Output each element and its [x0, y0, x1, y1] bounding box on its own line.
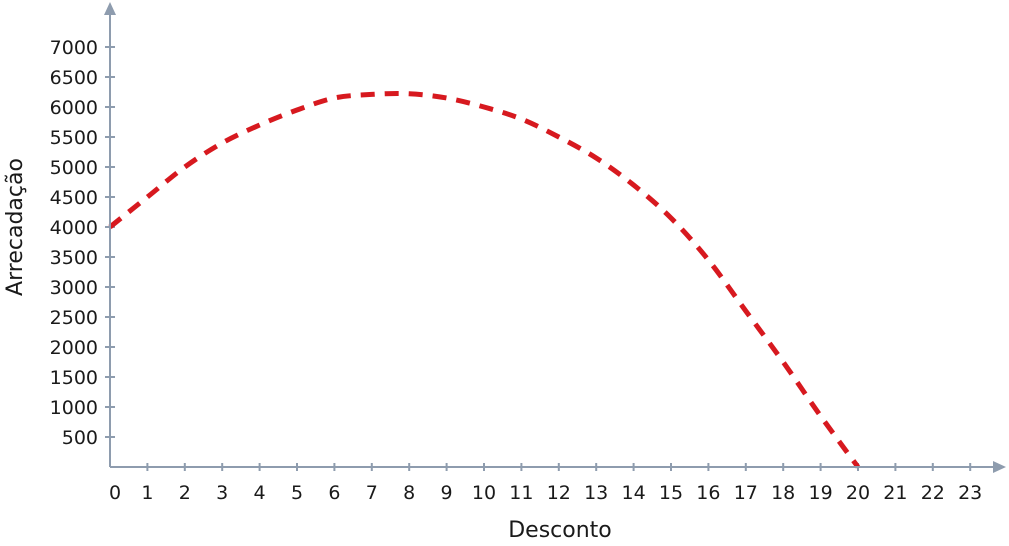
x-tick-label: 9	[441, 482, 453, 504]
y-tick-label: 5500	[50, 127, 98, 149]
x-tick-label: 7	[366, 482, 378, 504]
x-tick-label: 20	[846, 482, 870, 504]
x-tick-label: 22	[921, 482, 945, 504]
x-tick-label: 4	[254, 482, 266, 504]
series-group	[108, 91, 861, 469]
y-tick-label: 3500	[50, 247, 98, 269]
x-axis-arrowhead	[993, 461, 1006, 473]
x-tick-label: 12	[547, 482, 571, 504]
y-tick-labels: 500 1000 1500 2000 2500 3000 3500 4000 4500 5000 5…	[50, 37, 98, 449]
series-line	[108, 91, 861, 469]
y-tick-label: 3000	[50, 277, 98, 299]
x-tick-label: 16	[696, 482, 720, 504]
x-tick-label: 0	[109, 482, 121, 504]
y-axis-title: Arrecadação	[3, 158, 28, 296]
x-tick-label: 6	[328, 482, 340, 504]
y-tick-label: 1000	[50, 397, 98, 419]
y-tick-label: 1500	[50, 367, 98, 389]
x-tick-labels: 0 1 2 3 4 5 6 7 8 9 10 11 12 13 14 15 16 17 18 19 20 21 22 23	[109, 482, 982, 504]
y-tick-label: 2500	[50, 307, 98, 329]
x-tick-label: 13	[584, 482, 608, 504]
x-tick-label: 21	[883, 482, 907, 504]
y-tick-label: 4500	[50, 187, 98, 209]
y-axis-arrowhead	[104, 2, 116, 15]
x-tick-label: 1	[141, 482, 153, 504]
x-tick-label: 5	[291, 482, 303, 504]
x-axis-title: Desconto	[508, 518, 612, 543]
y-tick-label: 4000	[50, 217, 98, 239]
x-tick-label: 3	[216, 482, 228, 504]
y-tick-label: 500	[62, 427, 98, 449]
x-tick-label: 2	[179, 482, 191, 504]
x-tick-label: 19	[809, 482, 833, 504]
x-tick-label: 10	[472, 482, 496, 504]
y-tick-label: 2000	[50, 337, 98, 359]
x-tick-label: 14	[622, 482, 646, 504]
x-tick-label: 8	[403, 482, 415, 504]
x-tick-label: 18	[771, 482, 795, 504]
y-tick-label: 7000	[50, 37, 98, 59]
y-tick-label: 6000	[50, 97, 98, 119]
x-tick-label: 17	[734, 482, 758, 504]
x-tick-label: 23	[958, 482, 982, 504]
y-tick-label: 6500	[50, 67, 98, 89]
x-tick-label: 11	[509, 482, 533, 504]
x-tick-label: 15	[659, 482, 683, 504]
y-tick-label: 5000	[50, 157, 98, 179]
